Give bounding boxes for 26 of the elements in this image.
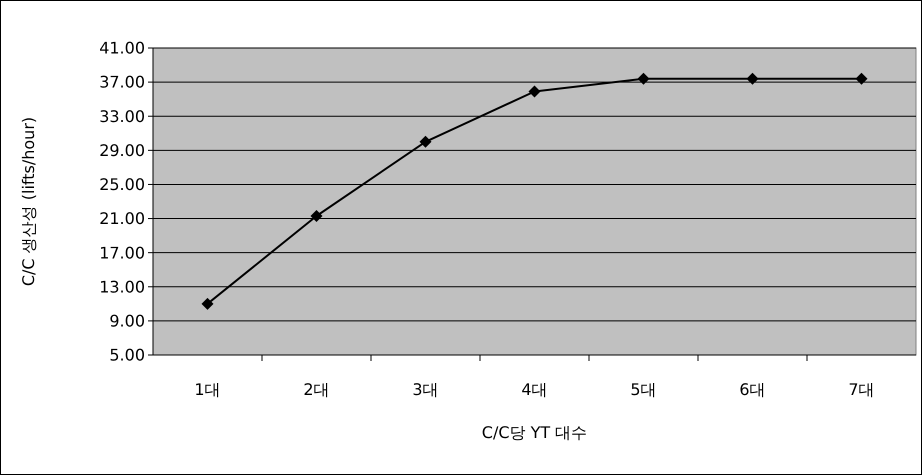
y-tick-label: 5.00 bbox=[109, 346, 145, 365]
x-tick-label: 3대 bbox=[412, 380, 439, 399]
y-tick-label: 29.00 bbox=[99, 140, 145, 160]
y-tick-label: 37.00 bbox=[99, 72, 145, 92]
point bbox=[420, 136, 432, 148]
point bbox=[856, 72, 868, 85]
point bbox=[638, 72, 650, 85]
point bbox=[202, 298, 214, 310]
x-tick-label: 1대 bbox=[194, 380, 221, 399]
y-axis-title: C/C 생산성 (lifts/hour) bbox=[19, 116, 38, 286]
y-tick-label: 17.00 bbox=[99, 243, 145, 262]
y-tick-label: 33.00 bbox=[99, 106, 145, 126]
x-tick-label: 4대 bbox=[521, 380, 548, 399]
x-tick-label: 7대 bbox=[848, 380, 875, 399]
y-tick-label: 21.00 bbox=[99, 209, 145, 228]
y-tick-label: 25.00 bbox=[99, 175, 145, 194]
y-tick-label: 41.00 bbox=[99, 38, 145, 58]
x-axis-title: C/C당 YT 대수 bbox=[482, 423, 588, 442]
point bbox=[528, 85, 540, 98]
x-tick-label: 6대 bbox=[739, 380, 766, 399]
point bbox=[746, 72, 758, 85]
y-tick-label: 13.00 bbox=[99, 277, 145, 296]
y-tick-label: 9.00 bbox=[109, 311, 145, 330]
x-tick-label: 2대 bbox=[303, 380, 330, 399]
x-tick-label: 5대 bbox=[630, 380, 657, 399]
point bbox=[310, 210, 322, 222]
